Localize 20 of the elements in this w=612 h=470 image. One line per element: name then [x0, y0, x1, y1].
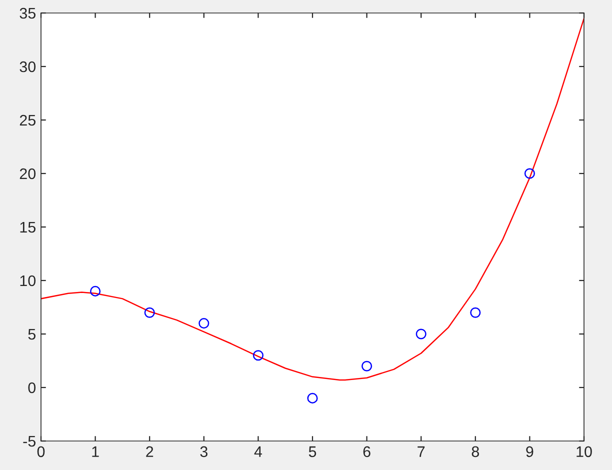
y-tick-label: 0	[28, 382, 36, 394]
x-tick-label: 6	[363, 446, 370, 458]
y-tick-label: 15	[20, 222, 36, 233]
x-tick-label: 3	[200, 446, 208, 458]
y-tick-label: 25	[20, 114, 36, 126]
y-tick-label: -5	[23, 436, 36, 447]
x-tick-label: 8	[472, 446, 479, 458]
y-tick-label: 30	[20, 61, 36, 72]
y-tick-label: 20	[20, 168, 36, 180]
x-tick-label: 10	[576, 446, 592, 458]
y-tick-label: 5	[28, 329, 36, 340]
x-tick-label: 9	[526, 446, 534, 458]
x-tick-label: 0	[37, 446, 45, 458]
y-tick-label: 10	[20, 275, 36, 286]
y-tick-label: 35	[20, 8, 36, 19]
x-tick-label: 2	[146, 446, 154, 457]
x-tick-label: 1	[92, 446, 99, 457]
x-tick-label: 5	[308, 446, 316, 458]
x-tick-label: 4	[254, 446, 262, 457]
x-tick-label: 7	[418, 446, 425, 457]
